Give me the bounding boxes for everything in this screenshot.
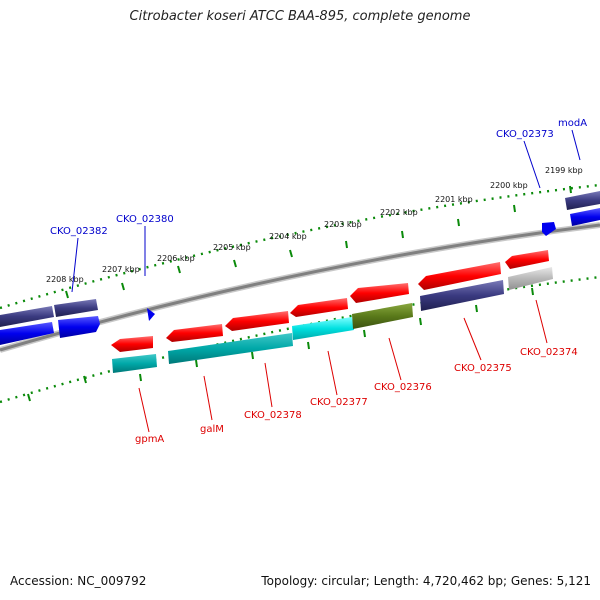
gene-arrow-red xyxy=(290,298,348,317)
gene-block-olive xyxy=(352,303,413,329)
genome-stats-text: Topology: circular; Length: 4,720,462 bp… xyxy=(261,574,591,588)
gene-block-grey xyxy=(508,267,553,290)
gene-block-teal xyxy=(168,333,293,364)
kbp-tick-label: 2201 kbp xyxy=(435,195,473,204)
gene-arrow-red xyxy=(418,262,501,290)
gene-label-inner: CKO_02378 xyxy=(244,410,302,421)
gene-label-inner: gpmA xyxy=(135,434,164,445)
gene-block-teal xyxy=(112,354,157,373)
gene-arrow-navy xyxy=(0,306,54,327)
gene-arrow-blue xyxy=(0,322,54,345)
small-gene-marker xyxy=(147,308,155,321)
gene-arrow-red xyxy=(350,283,409,303)
gene-label-inner: galM xyxy=(200,424,224,435)
accession-text: Accession: NC_009792 xyxy=(10,574,147,588)
gene-arrow-red xyxy=(225,311,289,331)
kbp-tick-label: 2208 kbp xyxy=(46,275,84,284)
gene-label-inner: CKO_02375 xyxy=(454,363,512,374)
outer-tick-ring xyxy=(0,183,600,310)
gene-arrow-navy xyxy=(54,299,98,317)
gene-label-inner: CKO_02376 xyxy=(374,382,432,393)
gene-block-cyan xyxy=(292,317,354,340)
gene-arrow-red xyxy=(166,324,223,342)
gene-label-inner: CKO_02374 xyxy=(520,347,578,358)
outer-major-ticks xyxy=(65,185,572,299)
map-title: Citrobacter koseri ATCC BAA-895, complet… xyxy=(129,9,471,24)
gene-arrow-blue xyxy=(58,316,100,338)
inner-tick-ring xyxy=(0,275,600,404)
gene-arrow-red xyxy=(505,250,549,269)
gene-arrow-navy xyxy=(565,191,600,210)
inner-major-ticks xyxy=(27,287,534,402)
kbp-tick-label: 2203 kbp xyxy=(324,220,362,229)
kbp-tick-label: 2202 kbp xyxy=(380,208,418,217)
gene-arrow-red xyxy=(111,336,153,352)
small-gene-marker xyxy=(542,222,556,236)
kbp-tick-label: 2207 kbp xyxy=(102,265,140,274)
gene-label-inner: CKO_02377 xyxy=(310,397,368,408)
kbp-tick-label: 2206 kbp xyxy=(157,254,195,263)
gene-label-outer: modA xyxy=(558,118,587,129)
outer-leader-lines xyxy=(71,129,581,293)
kbp-tick-label: 2205 kbp xyxy=(213,243,251,252)
kbp-tick-label: 2199 kbp xyxy=(545,166,583,175)
gene-arrow-navy xyxy=(420,280,504,311)
gene-arrow-blue xyxy=(570,208,600,226)
kbp-tick-label: 2204 kbp xyxy=(269,232,307,241)
gene-label-outer: CKO_02380 xyxy=(116,214,174,225)
gene-label-outer: CKO_02373 xyxy=(496,129,554,140)
kbp-tick-label: 2200 kbp xyxy=(490,181,528,190)
gene-label-outer: CKO_02382 xyxy=(50,226,108,237)
inner-leader-lines xyxy=(138,299,548,433)
